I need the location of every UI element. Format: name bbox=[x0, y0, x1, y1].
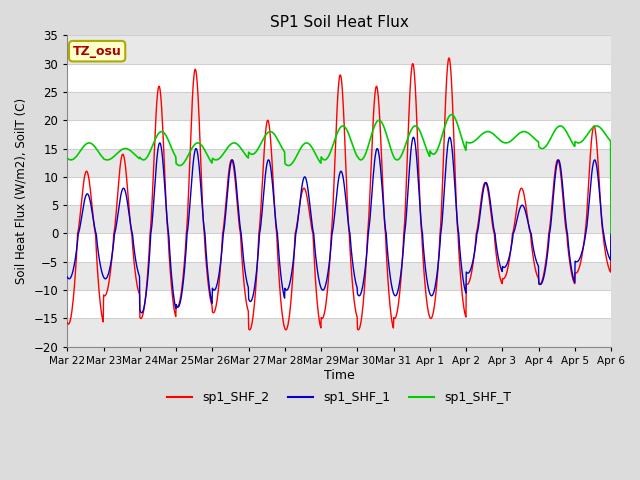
Title: SP1 Soil Heat Flux: SP1 Soil Heat Flux bbox=[269, 15, 408, 30]
sp1_SHF_1 bbox=[543, 254, 551, 260]
sp1_SHF_1 bbox=[607, 230, 615, 236]
Bar bbox=[67, 205, 611, 233]
Bar bbox=[67, 318, 611, 347]
sp1_SHF_1 bbox=[495, 259, 503, 265]
sp1_SHF_2 bbox=[543, 248, 551, 253]
sp1_SHF_1 bbox=[138, 310, 146, 316]
sp1_SHF_1 bbox=[172, 304, 179, 310]
Bar bbox=[67, 36, 611, 64]
sp1_SHF_1 bbox=[185, 217, 193, 223]
sp1_SHF_T bbox=[543, 142, 550, 148]
sp1_SHF_T bbox=[245, 150, 253, 156]
sp1_SHF_T bbox=[495, 136, 502, 142]
sp1_SHF_T bbox=[63, 156, 71, 161]
Line: sp1_SHF_2: sp1_SHF_2 bbox=[67, 58, 611, 330]
Y-axis label: Soil Heat Flux (W/m2), SoilT (C): Soil Heat Flux (W/m2), SoilT (C) bbox=[15, 98, 28, 284]
Line: sp1_SHF_1: sp1_SHF_1 bbox=[67, 137, 611, 313]
X-axis label: Time: Time bbox=[324, 369, 355, 382]
sp1_SHF_2 bbox=[184, 198, 192, 204]
sp1_SHF_2 bbox=[63, 320, 71, 326]
sp1_SHF_2 bbox=[424, 306, 431, 312]
sp1_SHF_2 bbox=[171, 311, 179, 317]
Bar bbox=[67, 149, 611, 177]
sp1_SHF_T bbox=[448, 112, 456, 118]
Line: sp1_SHF_T: sp1_SHF_T bbox=[67, 115, 611, 233]
Bar bbox=[67, 92, 611, 120]
sp1_SHF_2 bbox=[246, 327, 253, 333]
sp1_SHF_2 bbox=[495, 271, 503, 277]
sp1_SHF_1 bbox=[410, 134, 417, 140]
sp1_SHF_T bbox=[171, 153, 179, 158]
sp1_SHF_2 bbox=[445, 55, 452, 61]
Legend: sp1_SHF_2, sp1_SHF_1, sp1_SHF_T: sp1_SHF_2, sp1_SHF_1, sp1_SHF_T bbox=[163, 386, 516, 409]
sp1_SHF_1 bbox=[63, 274, 71, 280]
sp1_SHF_2 bbox=[245, 326, 253, 332]
Bar bbox=[67, 262, 611, 290]
sp1_SHF_T bbox=[424, 149, 431, 155]
sp1_SHF_2 bbox=[607, 230, 615, 236]
sp1_SHF_1 bbox=[246, 298, 253, 304]
sp1_SHF_T bbox=[184, 152, 192, 158]
Text: TZ_osu: TZ_osu bbox=[73, 45, 122, 58]
sp1_SHF_T bbox=[607, 230, 615, 236]
sp1_SHF_1 bbox=[424, 284, 432, 290]
